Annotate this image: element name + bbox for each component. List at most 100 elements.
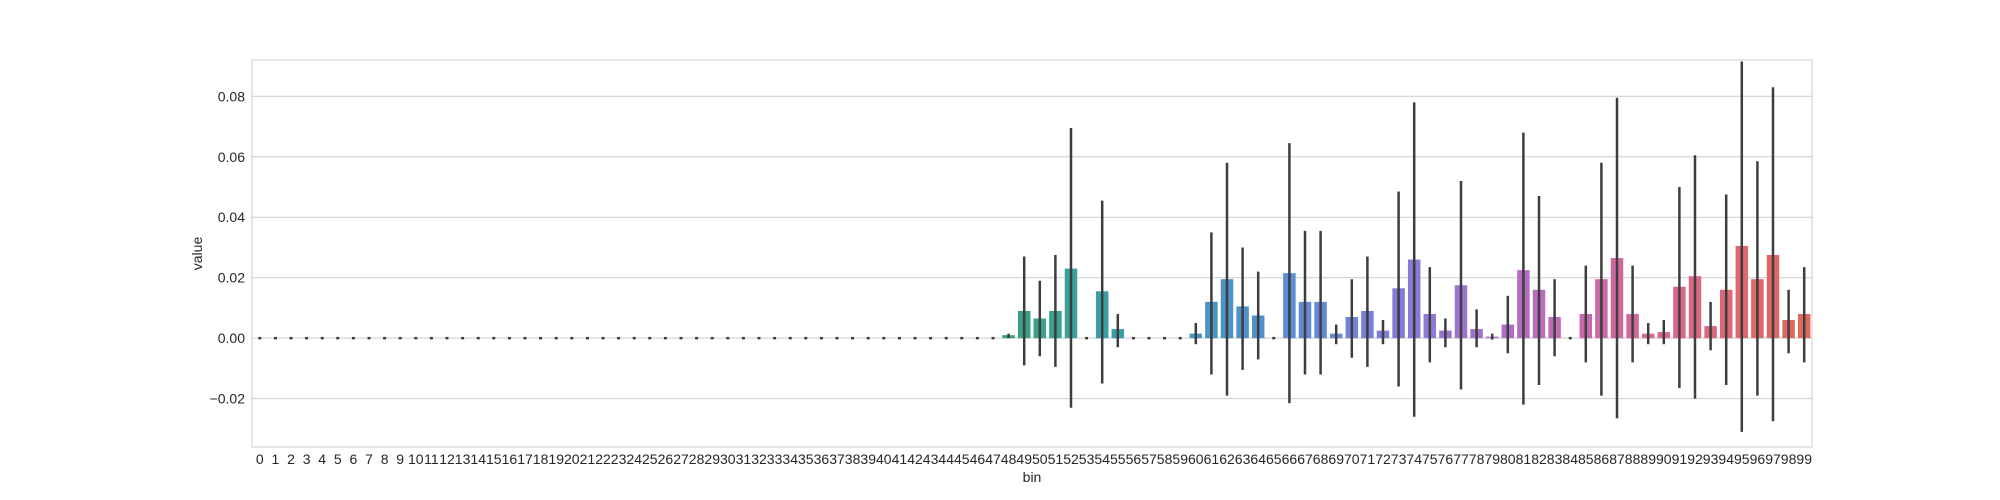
x-tick-label: 47 — [985, 451, 1001, 467]
y-tick-label: 0.02 — [218, 270, 245, 286]
x-tick-label: 18 — [533, 451, 549, 467]
x-tick-label: 46 — [970, 451, 986, 467]
x-tick-label: 1 — [272, 451, 280, 467]
x-tick-label: 98 — [1781, 451, 1797, 467]
x-tick-label: 6 — [350, 451, 358, 467]
x-tick-label: 75 — [1422, 451, 1438, 467]
x-tick-label: 17 — [517, 451, 533, 467]
x-tick-label: 74 — [1406, 451, 1422, 467]
x-tick-label: 73 — [1391, 451, 1407, 467]
x-tick-label: 32 — [751, 451, 767, 467]
x-tick-label: 67 — [1297, 451, 1313, 467]
x-tick-label: 40 — [876, 451, 892, 467]
x-tick-label: 2 — [287, 451, 295, 467]
x-tick-label: 48 — [1001, 451, 1017, 467]
x-tick-label: 21 — [580, 451, 596, 467]
x-tick-label: 43 — [923, 451, 939, 467]
x-tick-label: 51 — [1048, 451, 1064, 467]
x-tick-label: 14 — [470, 451, 486, 467]
x-axis-label: bin — [1023, 469, 1042, 485]
x-tick-label: 72 — [1375, 451, 1391, 467]
x-tick-label: 8 — [381, 451, 389, 467]
x-tick-label: 64 — [1250, 451, 1266, 467]
x-tick-label: 28 — [689, 451, 705, 467]
x-tick-label: 42 — [907, 451, 923, 467]
x-tick-label: 35 — [798, 451, 814, 467]
x-tick-label: 16 — [502, 451, 518, 467]
y-tick-label: 0.08 — [218, 88, 245, 104]
x-tick-label: 19 — [548, 451, 564, 467]
x-tick-label: 71 — [1360, 451, 1376, 467]
y-axis-label: value — [189, 237, 205, 271]
y-tick-labels: −0.02 0.00 0.02 0.04 0.06 0.08 — [210, 88, 246, 406]
x-tick-label: 90 — [1656, 451, 1672, 467]
x-tick-label: 3 — [303, 451, 311, 467]
x-tick-label: 31 — [736, 451, 752, 467]
x-tick-label: 80 — [1500, 451, 1516, 467]
x-tick-label: 85 — [1578, 451, 1594, 467]
x-tick-label: 29 — [704, 451, 720, 467]
x-tick-label: 41 — [892, 451, 908, 467]
x-tick-label: 83 — [1547, 451, 1563, 467]
x-tick-label: 33 — [767, 451, 783, 467]
x-tick-label: 11 — [424, 451, 439, 467]
x-tick-label: 91 — [1672, 451, 1688, 467]
x-tick-label: 77 — [1453, 451, 1469, 467]
x-tick-label: 53 — [1079, 451, 1095, 467]
x-tick-label: 70 — [1344, 451, 1360, 467]
x-tick-label: 50 — [1032, 451, 1048, 467]
x-tick-label: 95 — [1734, 451, 1750, 467]
x-tick-label: 39 — [860, 451, 876, 467]
x-tick-label: 12 — [439, 451, 455, 467]
y-tick-label: 0.00 — [218, 330, 245, 346]
x-tick-label: 23 — [611, 451, 627, 467]
x-tick-label: 63 — [1235, 451, 1251, 467]
x-tick-label: 89 — [1640, 451, 1656, 467]
x-tick-label: 44 — [938, 451, 954, 467]
x-tick-label: 52 — [1063, 451, 1079, 467]
x-tick-label: 27 — [673, 451, 689, 467]
x-tick-label: 84 — [1562, 451, 1578, 467]
x-tick-label: 81 — [1516, 451, 1532, 467]
x-tick-labels: 0 1 2 3 4 5 6 7 8 9 10 11 12 13 14 15 16 17 18 19 20 21 22 23 24… — [256, 451, 1812, 467]
x-tick-label: 7 — [365, 451, 373, 467]
gridlines — [252, 95, 1812, 400]
x-tick-label: 30 — [720, 451, 736, 467]
x-tick-label: 82 — [1531, 451, 1547, 467]
x-tick-label: 65 — [1266, 451, 1282, 467]
x-tick-label: 92 — [1687, 451, 1703, 467]
x-tick-label: 9 — [396, 451, 404, 467]
x-tick-label: 76 — [1438, 451, 1454, 467]
x-tick-label: 25 — [642, 451, 658, 467]
x-tick-label: 87 — [1609, 451, 1625, 467]
x-tick-label: 68 — [1313, 451, 1329, 467]
x-tick-label: 15 — [486, 451, 502, 467]
x-tick-label: 57 — [1141, 451, 1157, 467]
x-tick-label: 10 — [408, 451, 424, 467]
x-tick-label: 37 — [829, 451, 845, 467]
x-tick-label: 79 — [1484, 451, 1500, 467]
x-tick-label: 0 — [256, 451, 264, 467]
x-tick-label: 55 — [1110, 451, 1126, 467]
error-bars — [258, 61, 1806, 432]
x-tick-label: 5 — [334, 451, 342, 467]
x-tick-label: 62 — [1219, 451, 1235, 467]
x-tick-label: 20 — [564, 451, 580, 467]
x-tick-label: 24 — [626, 451, 642, 467]
x-tick-label: 94 — [1718, 451, 1734, 467]
x-tick-label: 93 — [1703, 451, 1719, 467]
y-tick-label: 0.04 — [218, 209, 245, 225]
x-tick-label: 69 — [1328, 451, 1344, 467]
x-tick-label: 4 — [318, 451, 326, 467]
x-tick-label: 78 — [1469, 451, 1485, 467]
x-tick-label: 88 — [1625, 451, 1641, 467]
x-tick-label: 49 — [1016, 451, 1032, 467]
x-tick-label: 59 — [1172, 451, 1188, 467]
x-tick-label: 38 — [845, 451, 861, 467]
x-tick-label: 36 — [814, 451, 830, 467]
x-tick-label: 61 — [1204, 451, 1220, 467]
x-tick-label: 26 — [658, 451, 674, 467]
x-tick-label: 34 — [782, 451, 798, 467]
x-tick-label: 22 — [595, 451, 611, 467]
